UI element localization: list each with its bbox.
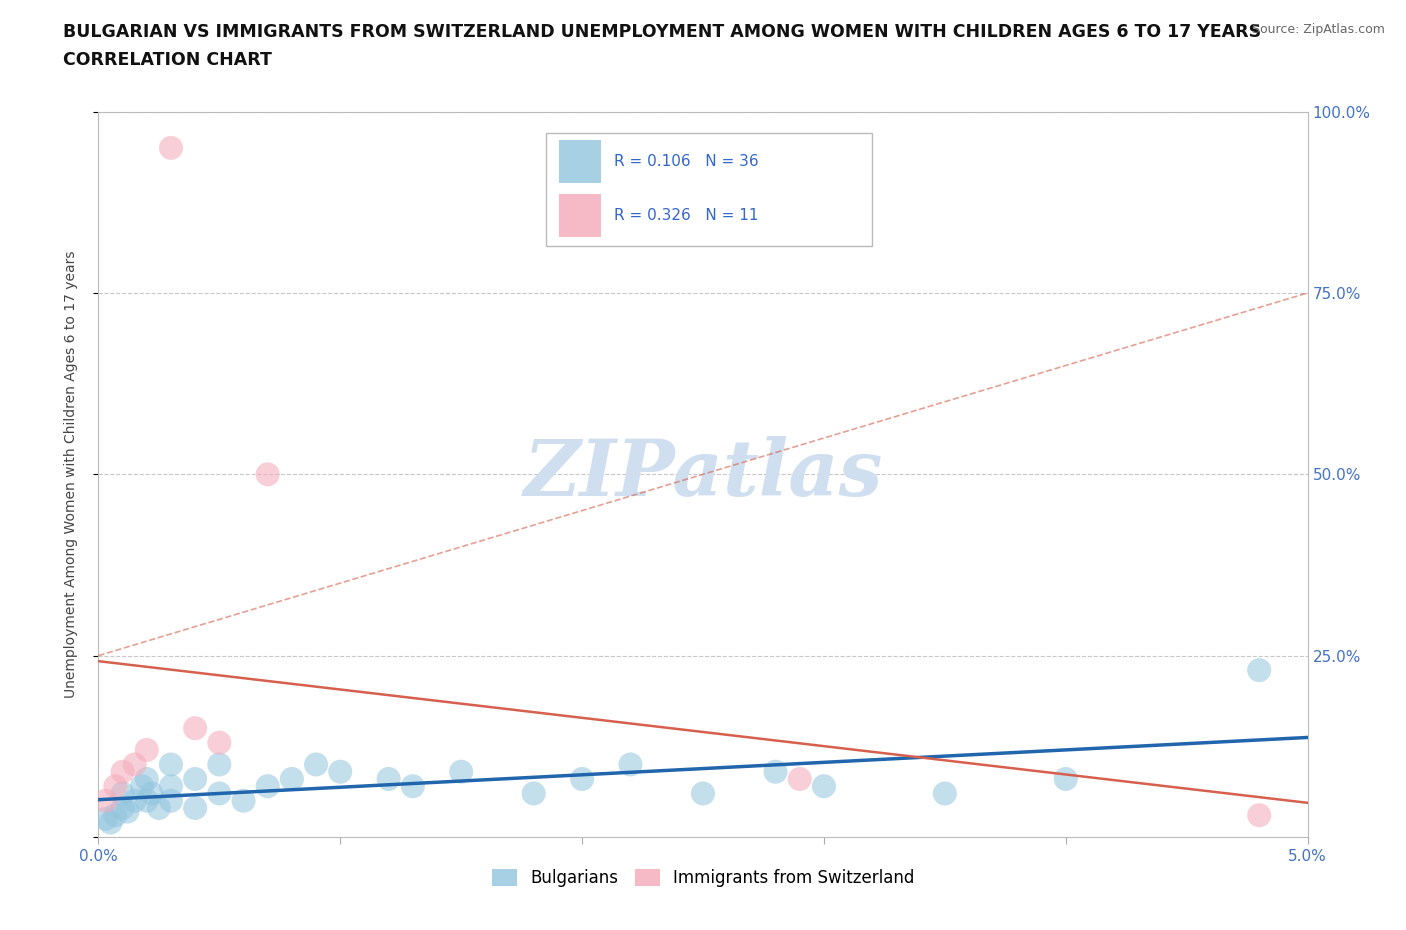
Point xyxy=(184,721,207,736)
Point xyxy=(377,772,399,787)
Point xyxy=(100,815,122,830)
Point xyxy=(789,772,811,787)
Point xyxy=(104,808,127,823)
Text: BULGARIAN VS IMMIGRANTS FROM SWITZERLAND UNEMPLOYMENT AMONG WOMEN WITH CHILDREN : BULGARIAN VS IMMIGRANTS FROM SWITZERLAND… xyxy=(63,23,1261,41)
Point xyxy=(813,778,835,793)
Point xyxy=(94,811,117,827)
Point xyxy=(131,778,153,793)
Point xyxy=(184,772,207,787)
Y-axis label: Unemployment Among Women with Children Ages 6 to 17 years: Unemployment Among Women with Children A… xyxy=(63,250,77,698)
Point xyxy=(208,757,231,772)
Point xyxy=(765,764,787,779)
Point xyxy=(329,764,352,779)
Text: ZIPatlas: ZIPatlas xyxy=(523,436,883,512)
Point xyxy=(117,804,139,819)
Point xyxy=(111,764,134,779)
Point xyxy=(1249,663,1271,678)
Point xyxy=(160,140,183,155)
Point xyxy=(232,793,254,808)
Point xyxy=(135,772,157,787)
Point xyxy=(135,793,157,808)
Point xyxy=(692,786,714,801)
Point xyxy=(450,764,472,779)
Point xyxy=(934,786,956,801)
Point xyxy=(160,757,183,772)
Point xyxy=(208,786,231,801)
Point xyxy=(184,801,207,816)
Point xyxy=(141,786,163,801)
Point xyxy=(160,793,183,808)
Point xyxy=(104,778,127,793)
Point xyxy=(111,786,134,801)
Point xyxy=(571,772,593,787)
Point xyxy=(619,757,641,772)
Point xyxy=(124,793,146,808)
Point xyxy=(305,757,328,772)
Text: Source: ZipAtlas.com: Source: ZipAtlas.com xyxy=(1251,23,1385,36)
Text: CORRELATION CHART: CORRELATION CHART xyxy=(63,51,273,69)
Point xyxy=(94,793,117,808)
Point xyxy=(256,778,278,793)
Point xyxy=(1054,772,1077,787)
Point xyxy=(523,786,546,801)
Point xyxy=(160,778,183,793)
Point xyxy=(1249,808,1271,823)
Point xyxy=(208,736,231,751)
Point xyxy=(124,757,146,772)
Point xyxy=(256,467,278,482)
Point xyxy=(135,742,157,757)
Point xyxy=(148,801,170,816)
Legend: Bulgarians, Immigrants from Switzerland: Bulgarians, Immigrants from Switzerland xyxy=(485,862,921,894)
Point xyxy=(402,778,425,793)
Point xyxy=(111,801,134,816)
Point xyxy=(281,772,304,787)
